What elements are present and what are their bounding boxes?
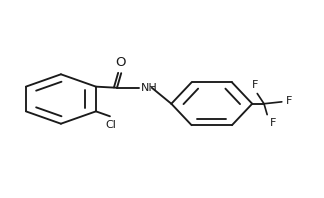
Text: F: F [252,80,259,90]
Text: F: F [270,118,276,129]
Text: NH: NH [141,83,158,93]
Text: O: O [115,56,126,69]
Text: Cl: Cl [105,120,116,130]
Text: F: F [285,96,292,106]
